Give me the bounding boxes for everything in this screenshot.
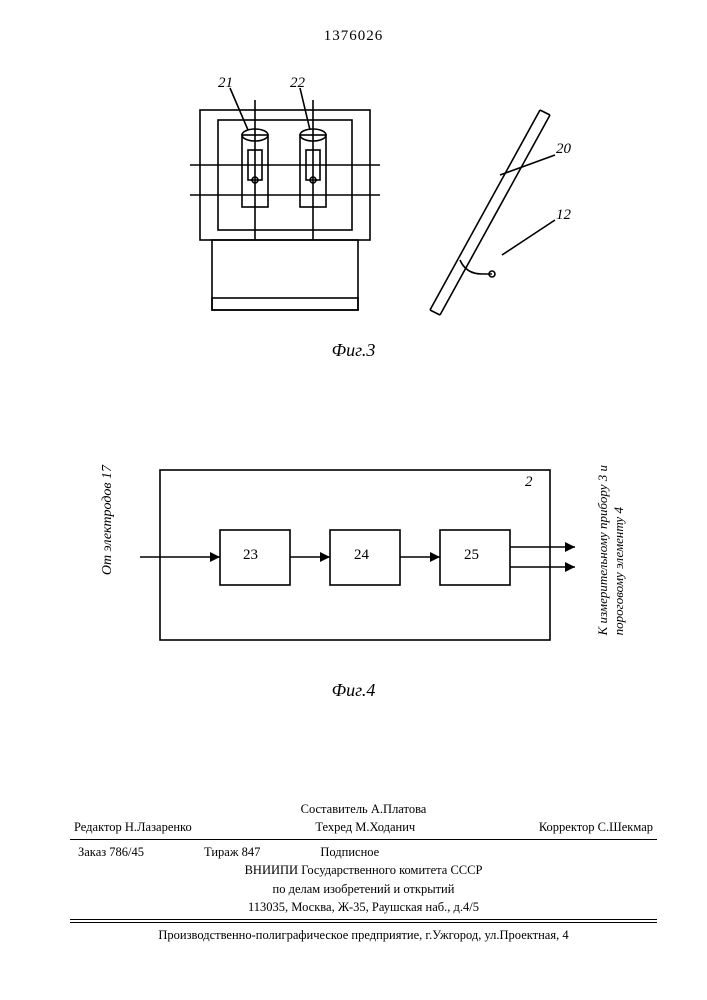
- label-2: 2: [525, 475, 533, 490]
- tirage: Тираж 847: [204, 843, 260, 861]
- fig4-right-caption: К измерительному прибору 3 и пороговому …: [595, 465, 626, 635]
- compiler-line: Составитель А.Платова: [70, 800, 657, 818]
- label-24: 24: [354, 548, 369, 563]
- divider-3: [70, 922, 657, 923]
- order-row: Заказ 786/45 Тираж 847 Подписное: [70, 843, 657, 861]
- vniipi-block: ВНИИПИ Государственного комитета СССР по…: [70, 861, 657, 915]
- label-23: 23: [243, 548, 258, 563]
- fig4-right-caption-line1: К измерительному прибору 3 и: [595, 465, 610, 635]
- label-21: 21: [218, 76, 233, 91]
- label-22: 22: [290, 76, 305, 91]
- vniipi-l2: по делам изобретений и открытий: [70, 880, 657, 898]
- credits-row: Редактор Н.Лазаренко Техред М.Ходанич Ко…: [70, 818, 657, 836]
- fig4-left-caption: От электродов 17: [100, 465, 116, 575]
- techred: Техред М.Ходанич: [315, 818, 415, 836]
- divider-1: [70, 839, 657, 840]
- subscription: Подписное: [320, 843, 379, 861]
- figure-3-caption: Фиг.3: [0, 340, 707, 361]
- divider-2: [70, 919, 657, 920]
- label-25: 25: [464, 548, 479, 563]
- figure-3-svg: [160, 80, 580, 340]
- page: 1376026: [0, 0, 707, 1000]
- vniipi-l1: ВНИИПИ Государственного комитета СССР: [70, 861, 657, 879]
- figure-3: 21 22 20 12: [160, 80, 580, 340]
- vniipi-l3: 113035, Москва, Ж-35, Раушская наб., д.4…: [70, 898, 657, 916]
- printer-line: Производственно-полиграфическое предприя…: [70, 926, 657, 944]
- fig4-right-caption-line2: пороговому элементу 4: [611, 507, 626, 635]
- footer-block: Составитель А.Платова Редактор Н.Лазарен…: [70, 800, 657, 944]
- label-20: 20: [556, 142, 571, 157]
- editor: Редактор Н.Лазаренко: [74, 818, 192, 836]
- figure-4: 2 23 24 25: [130, 450, 580, 670]
- label-12: 12: [556, 208, 571, 223]
- corrector: Корректор С.Шекмар: [539, 818, 653, 836]
- figure-4-caption: Фиг.4: [0, 680, 707, 701]
- document-number: 1376026: [0, 28, 707, 45]
- order: Заказ 786/45: [78, 843, 144, 861]
